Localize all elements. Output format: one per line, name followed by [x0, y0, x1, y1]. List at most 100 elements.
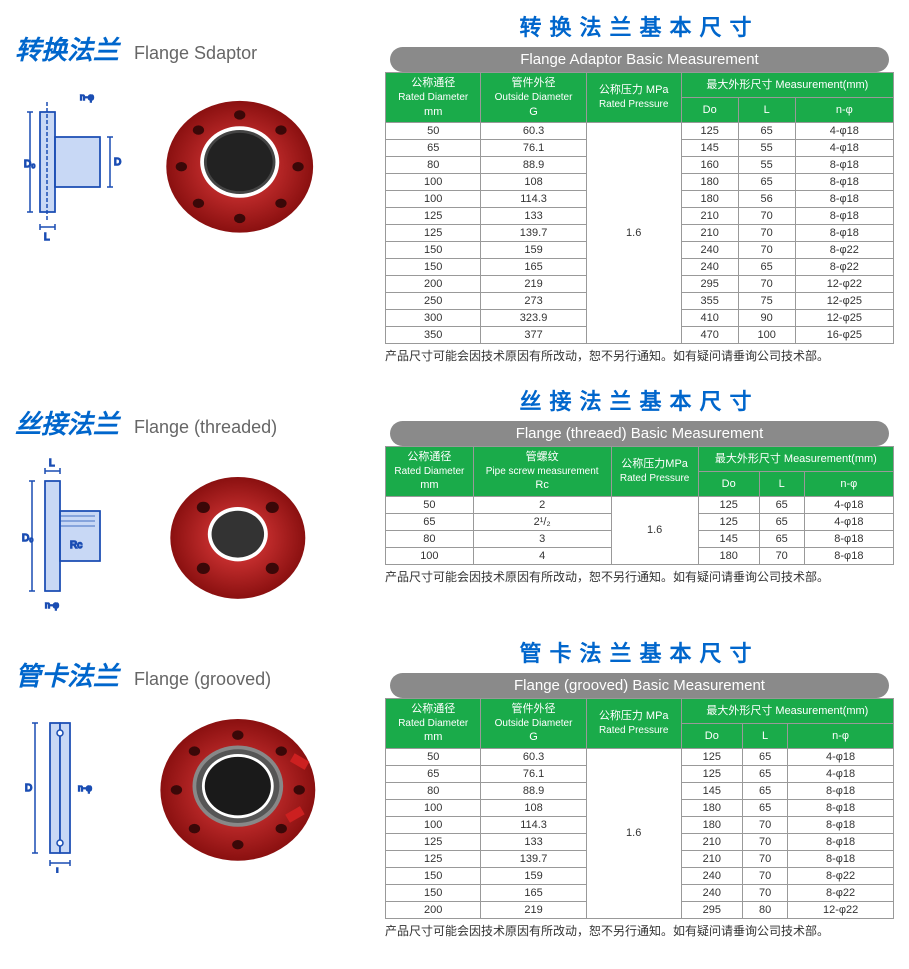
svg-text:n-φ: n-φ [78, 783, 92, 793]
th-pressure: 公称压力MPaRated Pressure [611, 446, 698, 496]
spec-table-area: 管卡法兰基本尺寸 Flange (grooved) Basic Measurem… [385, 636, 894, 939]
cell-l: 65 [759, 513, 804, 530]
cell-do: 125 [698, 496, 759, 513]
cell-diameter: 125 [386, 207, 481, 224]
cell-do: 210 [681, 224, 738, 241]
cell-diameter: 250 [386, 292, 481, 309]
cell-l: 90 [738, 309, 795, 326]
cell-do: 145 [681, 782, 742, 799]
th-outside: 管螺纹Pipe screw measurementRc [473, 446, 611, 496]
cell-n: 8-φ18 [788, 816, 894, 833]
cell-l: 80 [742, 901, 787, 918]
cell-n: 8-φ18 [788, 833, 894, 850]
pressure-cell: 1.6 [586, 748, 681, 918]
cell-diameter: 300 [386, 309, 481, 326]
cell-n: 8-φ18 [795, 173, 893, 190]
th-l: L [759, 471, 804, 496]
cell-do: 180 [681, 799, 742, 816]
th-measurement: 最大外形尺寸 Measurement(mm) [698, 446, 893, 471]
cell-n: 8-φ22 [795, 258, 893, 275]
footnote: 产品尺寸可能会因技术原因有所改动，恕不另行通知。如有疑问请垂询公司技术部。 [385, 568, 894, 585]
cell-g: 114.3 [481, 190, 586, 207]
cell-g: 219 [481, 275, 586, 292]
cell-diameter: 50 [386, 122, 481, 139]
cell-g: 114.3 [481, 816, 586, 833]
cell-n: 4-φ18 [795, 139, 893, 156]
th-outside: 管件外径Outside DiameterG [481, 73, 586, 123]
cell-l: 65 [759, 496, 804, 513]
th-diameter: 公称通径Rated Diametermm [386, 73, 481, 123]
cell-l: 65 [759, 530, 804, 547]
cell-n: 4-φ18 [804, 513, 893, 530]
cell-do: 210 [681, 207, 738, 224]
title-cn: 转换法兰 [15, 30, 119, 67]
cell-diameter: 50 [386, 496, 474, 513]
cell-l: 65 [738, 258, 795, 275]
cell-n: 4-φ18 [788, 765, 894, 782]
table-row: 50 60.3 1.6 125 65 4-φ18 [386, 122, 894, 139]
th-n: n-φ [788, 723, 894, 748]
cell-g: 2¹/₂ [473, 513, 611, 530]
cell-n: 16-φ25 [795, 326, 893, 343]
th-measurement: 最大外形尺寸 Measurement(mm) [681, 698, 893, 723]
cell-n: 12-φ25 [795, 309, 893, 326]
section-grooved: 管卡法兰 Flange (grooved) D n-φ L [15, 636, 894, 939]
cell-diameter: 200 [386, 275, 481, 292]
cell-l: 56 [738, 190, 795, 207]
spec-table: 公称通径Rated Diametermm 管螺纹Pipe screw measu… [385, 446, 894, 565]
cell-g: 165 [481, 258, 586, 275]
cell-do: 355 [681, 292, 738, 309]
cell-l: 65 [738, 173, 795, 190]
cell-g: 3 [473, 530, 611, 547]
cell-l: 65 [742, 748, 787, 765]
cell-diameter: 80 [386, 156, 481, 173]
cell-n: 8-φ18 [804, 547, 893, 564]
table-title-cn: 丝接法兰基本尺寸 [385, 384, 894, 416]
cell-l: 70 [738, 224, 795, 241]
cell-l: 65 [742, 782, 787, 799]
th-n: n-φ [804, 471, 893, 496]
cell-diameter: 350 [386, 326, 481, 343]
cell-n: 12-φ25 [795, 292, 893, 309]
cell-g: 139.7 [481, 224, 586, 241]
cell-g: 273 [481, 292, 586, 309]
th-do: Do [698, 471, 759, 496]
cell-g: 219 [481, 901, 586, 918]
th-diameter: 公称通径Rated Diametermm [386, 446, 474, 496]
cell-g: 2 [473, 496, 611, 513]
table-row: 50 60.3 1.6 125 65 4-φ18 [386, 748, 894, 765]
cell-n: 8-φ18 [788, 799, 894, 816]
spec-table: 公称通径Rated Diametermm 管件外径Outside Diamete… [385, 72, 894, 344]
cell-g: 139.7 [481, 850, 586, 867]
cell-g: 60.3 [481, 748, 586, 765]
th-diameter: 公称通径Rated Diametermm [386, 698, 481, 748]
product-visual: 管卡法兰 Flange (grooved) D n-φ L [15, 636, 385, 939]
cell-do: 125 [698, 513, 759, 530]
cell-l: 70 [742, 833, 787, 850]
th-pressure: 公称压力 MPaRated Pressure [586, 73, 681, 123]
cell-diameter: 80 [386, 530, 474, 547]
product-photo [145, 82, 325, 242]
cell-n: 8-φ18 [795, 207, 893, 224]
cell-n: 4-φ18 [788, 748, 894, 765]
cell-diameter: 65 [386, 513, 474, 530]
cell-g: 108 [481, 173, 586, 190]
cell-g: 76.1 [481, 765, 586, 782]
cell-n: 8-φ18 [788, 782, 894, 799]
cell-g: 88.9 [481, 782, 586, 799]
cell-g: 88.9 [481, 156, 586, 173]
cell-diameter: 150 [386, 258, 481, 275]
cell-do: 125 [681, 765, 742, 782]
cell-diameter: 80 [386, 782, 481, 799]
section-adaptor: 转换法兰 Flange Sdaptor D₀ D L n-φ [15, 10, 894, 364]
cell-diameter: 100 [386, 190, 481, 207]
cell-do: 180 [681, 173, 738, 190]
pressure-cell: 1.6 [611, 496, 698, 564]
th-do: Do [681, 97, 738, 122]
cell-l: 55 [738, 156, 795, 173]
cell-diameter: 125 [386, 224, 481, 241]
svg-text:L: L [56, 867, 62, 873]
cell-l: 70 [742, 884, 787, 901]
cell-n: 4-φ18 [795, 122, 893, 139]
cell-diameter: 200 [386, 901, 481, 918]
